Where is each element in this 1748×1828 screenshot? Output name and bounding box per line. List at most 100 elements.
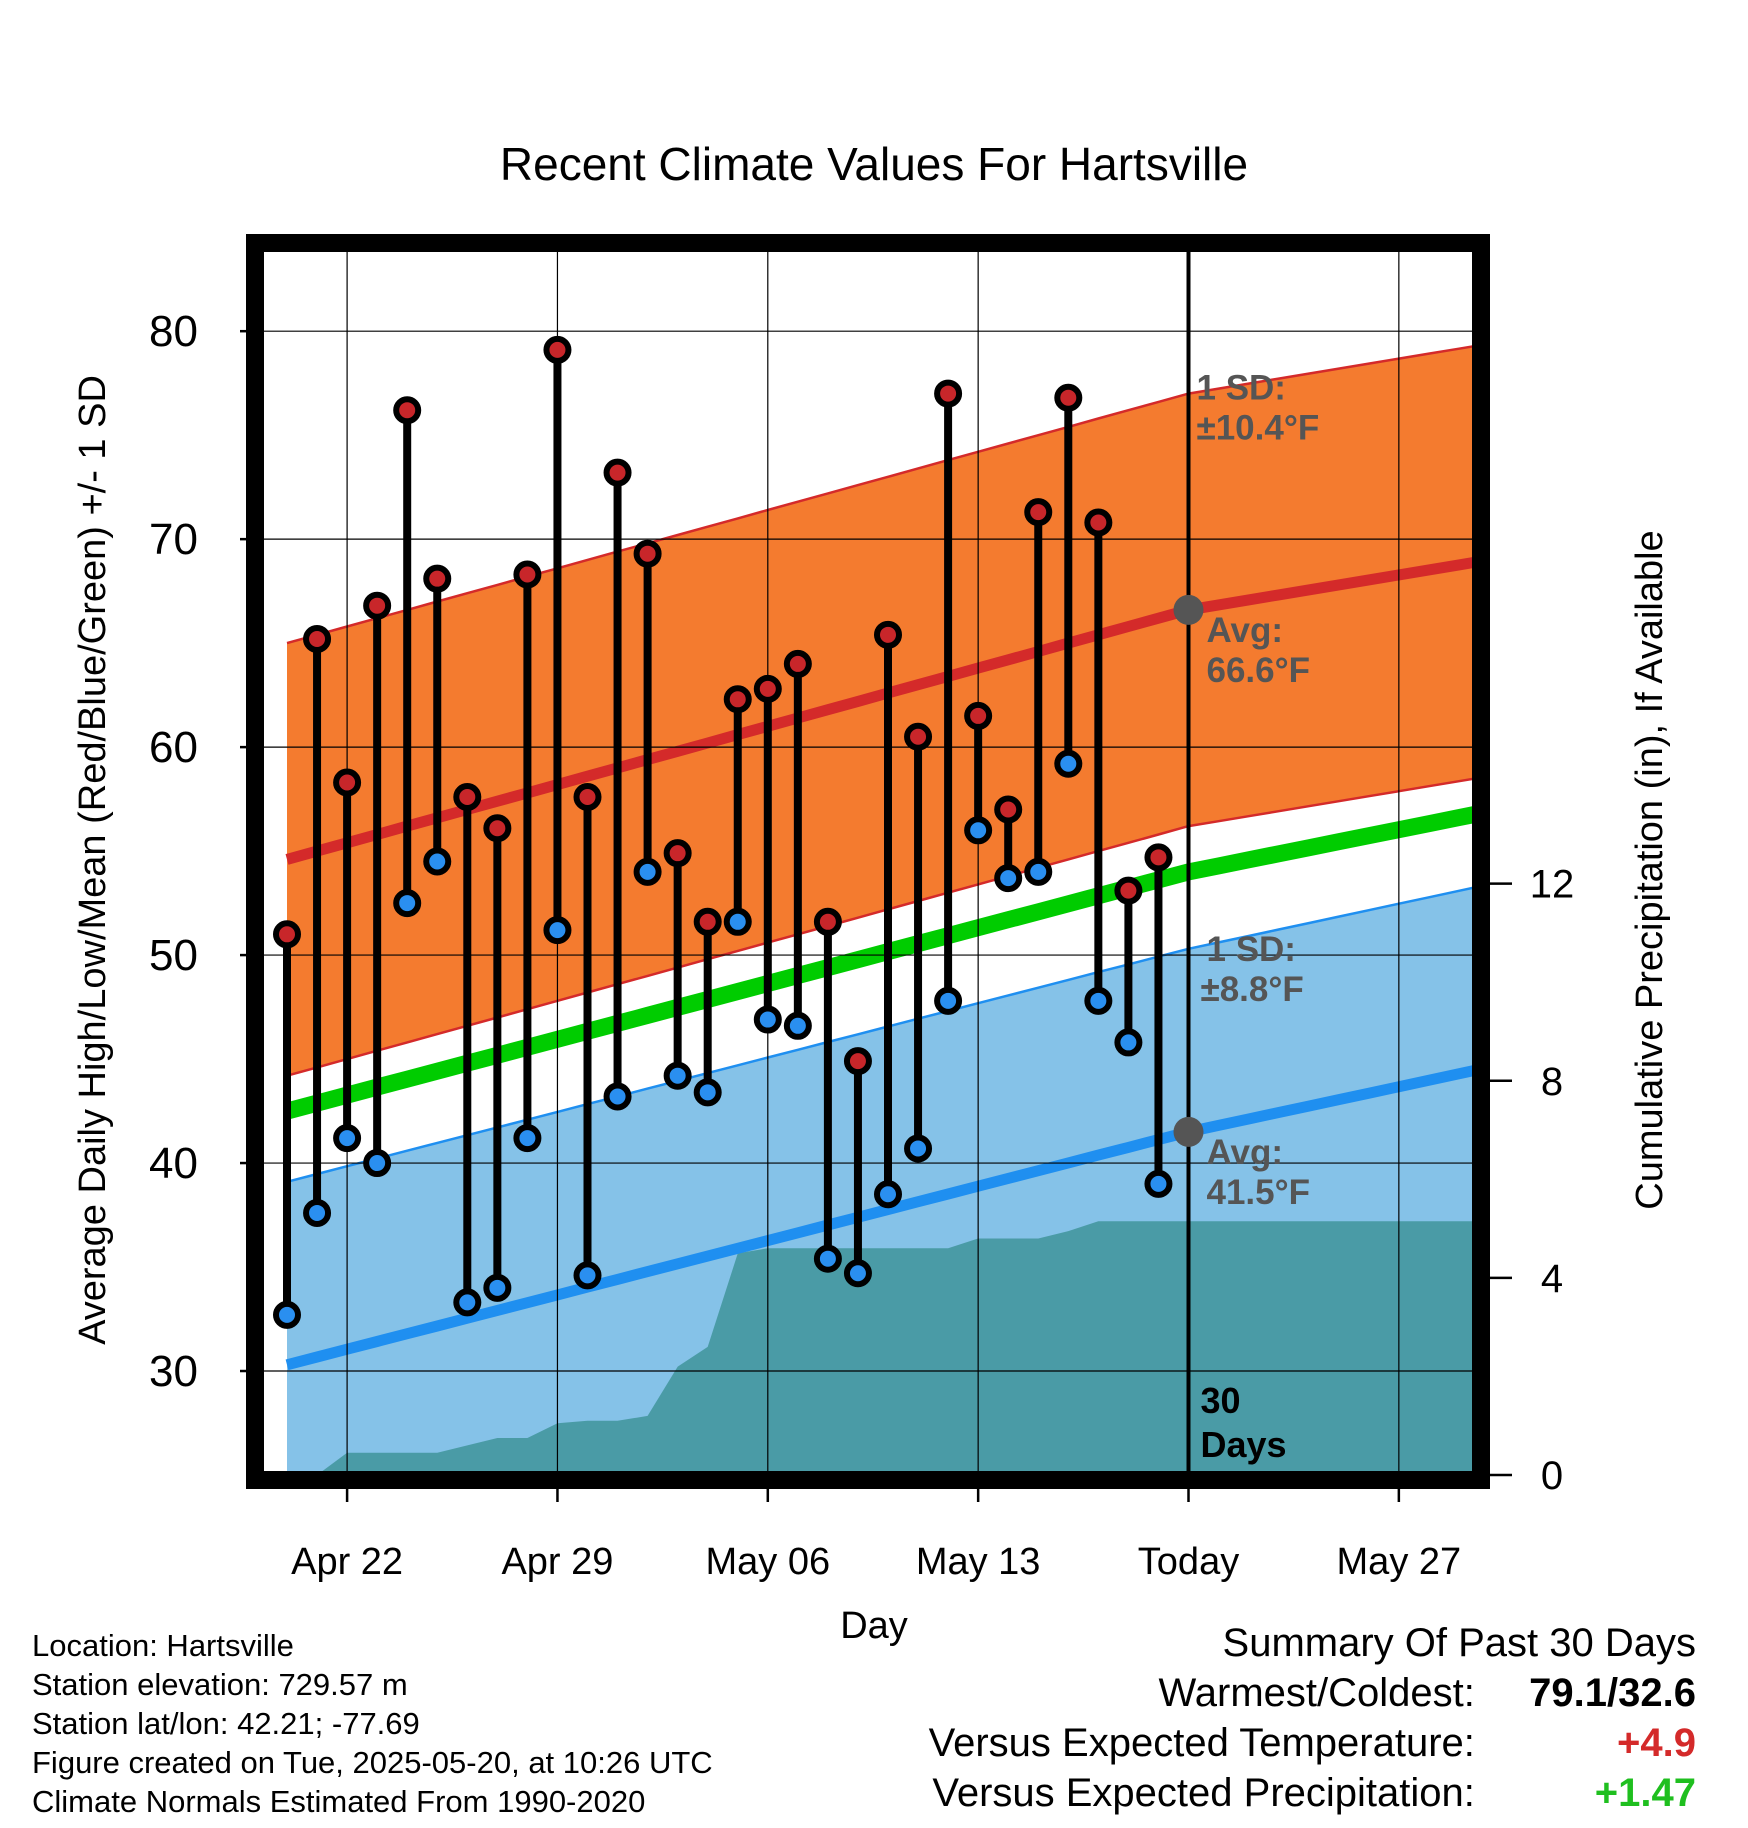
x-tick-label: Today (1138, 1541, 1239, 1583)
low-point (303, 1198, 332, 1227)
summary-warmest-row: Warmest/Coldest: 79.1/32.6 (929, 1668, 1697, 1718)
summary-precip-label: Versus Expected Precipitation: (932, 1771, 1475, 1815)
high-point (693, 907, 722, 936)
low-point (513, 1124, 542, 1153)
info-elevation: Station elevation: 729.57 m (32, 1667, 408, 1702)
info-latlon: Station lat/lon: 42.21; -77.69 (32, 1706, 420, 1741)
high-point (813, 907, 842, 936)
high-point (1084, 508, 1113, 537)
high-point (904, 722, 933, 751)
info-normals: Climate Normals Estimated From 1990-2020 (32, 1784, 646, 1819)
high-avg-marker (1173, 594, 1204, 625)
low-point (843, 1259, 872, 1288)
high-point (994, 795, 1023, 824)
days-label-text: Days (1201, 1424, 1287, 1465)
days-label-number: 30 (1201, 1380, 1241, 1421)
low-point (723, 907, 752, 936)
low-point (1024, 857, 1053, 886)
high-point (723, 685, 752, 714)
summary-warmest-label: Warmest/Coldest: (1158, 1671, 1475, 1715)
high-point (1114, 876, 1143, 905)
y2-tick-label: 8 (1541, 1060, 1563, 1104)
high-point (1024, 498, 1053, 527)
high-point (964, 701, 993, 730)
high-point (333, 768, 362, 797)
low-point (874, 1180, 902, 1209)
high-point (934, 379, 963, 408)
high-point (423, 564, 452, 593)
high-point (273, 920, 301, 949)
high-point (573, 783, 602, 812)
summary-precip-value: +1.47 (1594, 1771, 1696, 1815)
info-created: Figure created on Tue, 2025-05-20, at 10… (32, 1745, 713, 1780)
high-point (1144, 843, 1173, 872)
summary-temp-value: +4.9 (1617, 1721, 1696, 1765)
high-point (1054, 383, 1083, 412)
low-avg-value: 41.5°F (1207, 1173, 1311, 1212)
low-point (453, 1288, 482, 1317)
x-tick-label: Apr 22 (291, 1541, 403, 1583)
high-point (453, 783, 482, 812)
low-sd-label: 1 SD: (1207, 930, 1296, 969)
summary-panel: Summary Of Past 30 Days Warmest/Coldest:… (929, 1618, 1696, 1818)
low-point (904, 1134, 933, 1163)
low-point (1084, 986, 1113, 1015)
high-point (843, 1047, 872, 1076)
low-point (783, 1011, 812, 1040)
high-sd-label: 1 SD: (1197, 369, 1286, 408)
summary-warmest-value: 79.1/32.6 (1529, 1671, 1696, 1715)
low-point (603, 1082, 632, 1111)
summary-temp-row: Versus Expected Temperature: +4.9 (929, 1718, 1696, 1768)
x-tick-label: May 06 (705, 1541, 830, 1583)
low-sd-value: ±8.8°F (1201, 970, 1304, 1009)
y2-axis-label: Cumulative Precipitation (in), If Availa… (1629, 530, 1671, 1209)
normal-low-line (285, 1064, 1476, 1371)
high-sd-value: ±10.4°F (1197, 409, 1320, 448)
high-point (363, 591, 392, 620)
low-point (363, 1149, 392, 1178)
low-point (423, 847, 452, 876)
info-location: Location: Hartsville (32, 1628, 294, 1663)
low-point (633, 857, 662, 886)
low-avg-marker (1173, 1116, 1204, 1147)
high-point (783, 649, 812, 678)
low-point (393, 889, 422, 918)
y-tick-label: 60 (149, 723, 198, 772)
high-point (633, 539, 662, 568)
y-tick-label: 50 (149, 931, 198, 980)
summary-title: Summary Of Past 30 Days (1222, 1621, 1696, 1665)
high-point (543, 335, 572, 364)
x-axis-label: Day (840, 1605, 908, 1647)
precip-area (287, 1221, 1476, 1475)
high-point (513, 560, 542, 589)
low-point (273, 1300, 301, 1329)
low-point (964, 816, 993, 845)
high-sd-upper-edge (286, 344, 1476, 645)
low-point (934, 986, 963, 1015)
y2-tick-label: 0 (1541, 1454, 1563, 1498)
high-point (393, 396, 422, 425)
low-point (1114, 1028, 1143, 1057)
chart-title: Recent Climate Values For Hartsville (500, 138, 1248, 190)
high-point (603, 458, 632, 487)
high-point (753, 674, 782, 703)
low-point (813, 1244, 842, 1273)
y-tick-label: 30 (149, 1347, 198, 1396)
y-axis-label: Average Daily High/Low/Mean (Red/Blue/Gr… (72, 375, 114, 1345)
station-info: Location: Hartsville Station elevation: … (32, 1626, 713, 1821)
low-point (483, 1273, 512, 1302)
high-point (483, 814, 512, 843)
low-point (693, 1078, 722, 1107)
high-point (303, 624, 332, 653)
low-point (753, 1005, 782, 1034)
low-point (994, 864, 1023, 893)
high-point (874, 620, 902, 649)
x-tick-label: Apr 29 (501, 1541, 613, 1583)
low-sd-band (287, 887, 1476, 1475)
summary-temp-label: Versus Expected Temperature: (928, 1721, 1475, 1765)
y2-tick-label: 4 (1541, 1257, 1563, 1301)
low-avg-label: Avg: (1207, 1133, 1283, 1172)
low-point (663, 1061, 692, 1090)
x-tick-label: May 13 (916, 1541, 1041, 1583)
